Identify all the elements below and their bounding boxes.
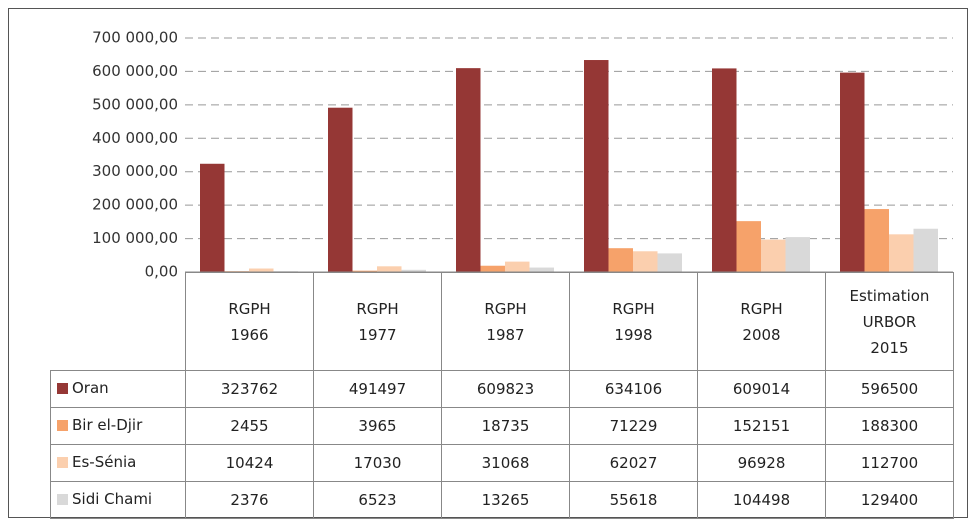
legend-key (57, 457, 68, 468)
table-value: 596500 (825, 370, 954, 408)
bar (200, 163, 225, 272)
bar (864, 209, 889, 272)
bar (456, 68, 481, 272)
bar (761, 239, 786, 272)
table-value: 3965 (313, 407, 442, 445)
bar (480, 265, 505, 272)
bar (377, 266, 402, 272)
table-value: 323762 (185, 370, 314, 408)
table-value: 491497 (313, 370, 442, 408)
legend-label: Bir el-Djir (72, 416, 143, 434)
y-tick-label: 200 000,00 (92, 196, 178, 214)
y-tick-label: 100 000,00 (92, 229, 178, 247)
bar (736, 221, 761, 272)
bar (529, 267, 554, 272)
table-value: 17030 (313, 444, 442, 482)
bar (657, 253, 682, 272)
bar (889, 234, 914, 272)
x-tick-label: RGPH 1987 (441, 272, 570, 371)
legend-label: Sidi Chami (72, 490, 153, 508)
bar (352, 270, 377, 272)
table-value: 104498 (697, 481, 826, 519)
bar (328, 107, 353, 272)
x-tick-label: RGPH 1998 (569, 272, 698, 371)
table-value: 71229 (569, 407, 698, 445)
table-value: 2455 (185, 407, 314, 445)
legend-key (57, 383, 68, 394)
y-tick-label: 600 000,00 (92, 62, 178, 80)
table-value: 10424 (185, 444, 314, 482)
y-tick-label: 400 000,00 (92, 129, 178, 147)
x-tick-label: RGPH 1966 (185, 272, 314, 371)
bar (608, 248, 633, 272)
legend-label: Oran (72, 379, 109, 397)
table-value: 18735 (441, 407, 570, 445)
x-tick-label: RGPH 1977 (313, 272, 442, 371)
bar (712, 68, 737, 273)
bar (633, 251, 658, 272)
bar (840, 72, 865, 272)
y-tick-label: 500 000,00 (92, 95, 178, 113)
table-value: 6523 (313, 481, 442, 519)
y-tick-label: 0,00 (145, 263, 178, 281)
bar (584, 60, 609, 273)
table-value: 634106 (569, 370, 698, 408)
table-value: 55618 (569, 481, 698, 519)
table-value: 152151 (697, 407, 826, 445)
legend-key (57, 420, 68, 431)
table-value: 96928 (697, 444, 826, 482)
table-value: 2376 (185, 481, 314, 519)
table-value: 609014 (697, 370, 826, 408)
bar (913, 228, 938, 272)
legend-cell (50, 370, 186, 408)
legend-label: Es-Sénia (72, 453, 137, 471)
table-value: 31068 (441, 444, 570, 482)
x-tick-label: RGPH 2008 (697, 272, 826, 371)
table-value: 129400 (825, 481, 954, 519)
bar (785, 237, 810, 272)
y-tick-label: 700 000,00 (92, 29, 178, 47)
y-tick-label: 300 000,00 (92, 162, 178, 180)
table-value: 62027 (569, 444, 698, 482)
bar (401, 269, 426, 272)
bar (249, 268, 274, 272)
chart-frame (8, 8, 968, 518)
table-value: 13265 (441, 481, 570, 519)
x-tick-label: Estimation URBOR 2015 (825, 272, 954, 371)
table-value: 609823 (441, 370, 570, 408)
legend-key (57, 494, 68, 505)
bar (505, 261, 530, 272)
table-value: 188300 (825, 407, 954, 445)
table-value: 112700 (825, 444, 954, 482)
